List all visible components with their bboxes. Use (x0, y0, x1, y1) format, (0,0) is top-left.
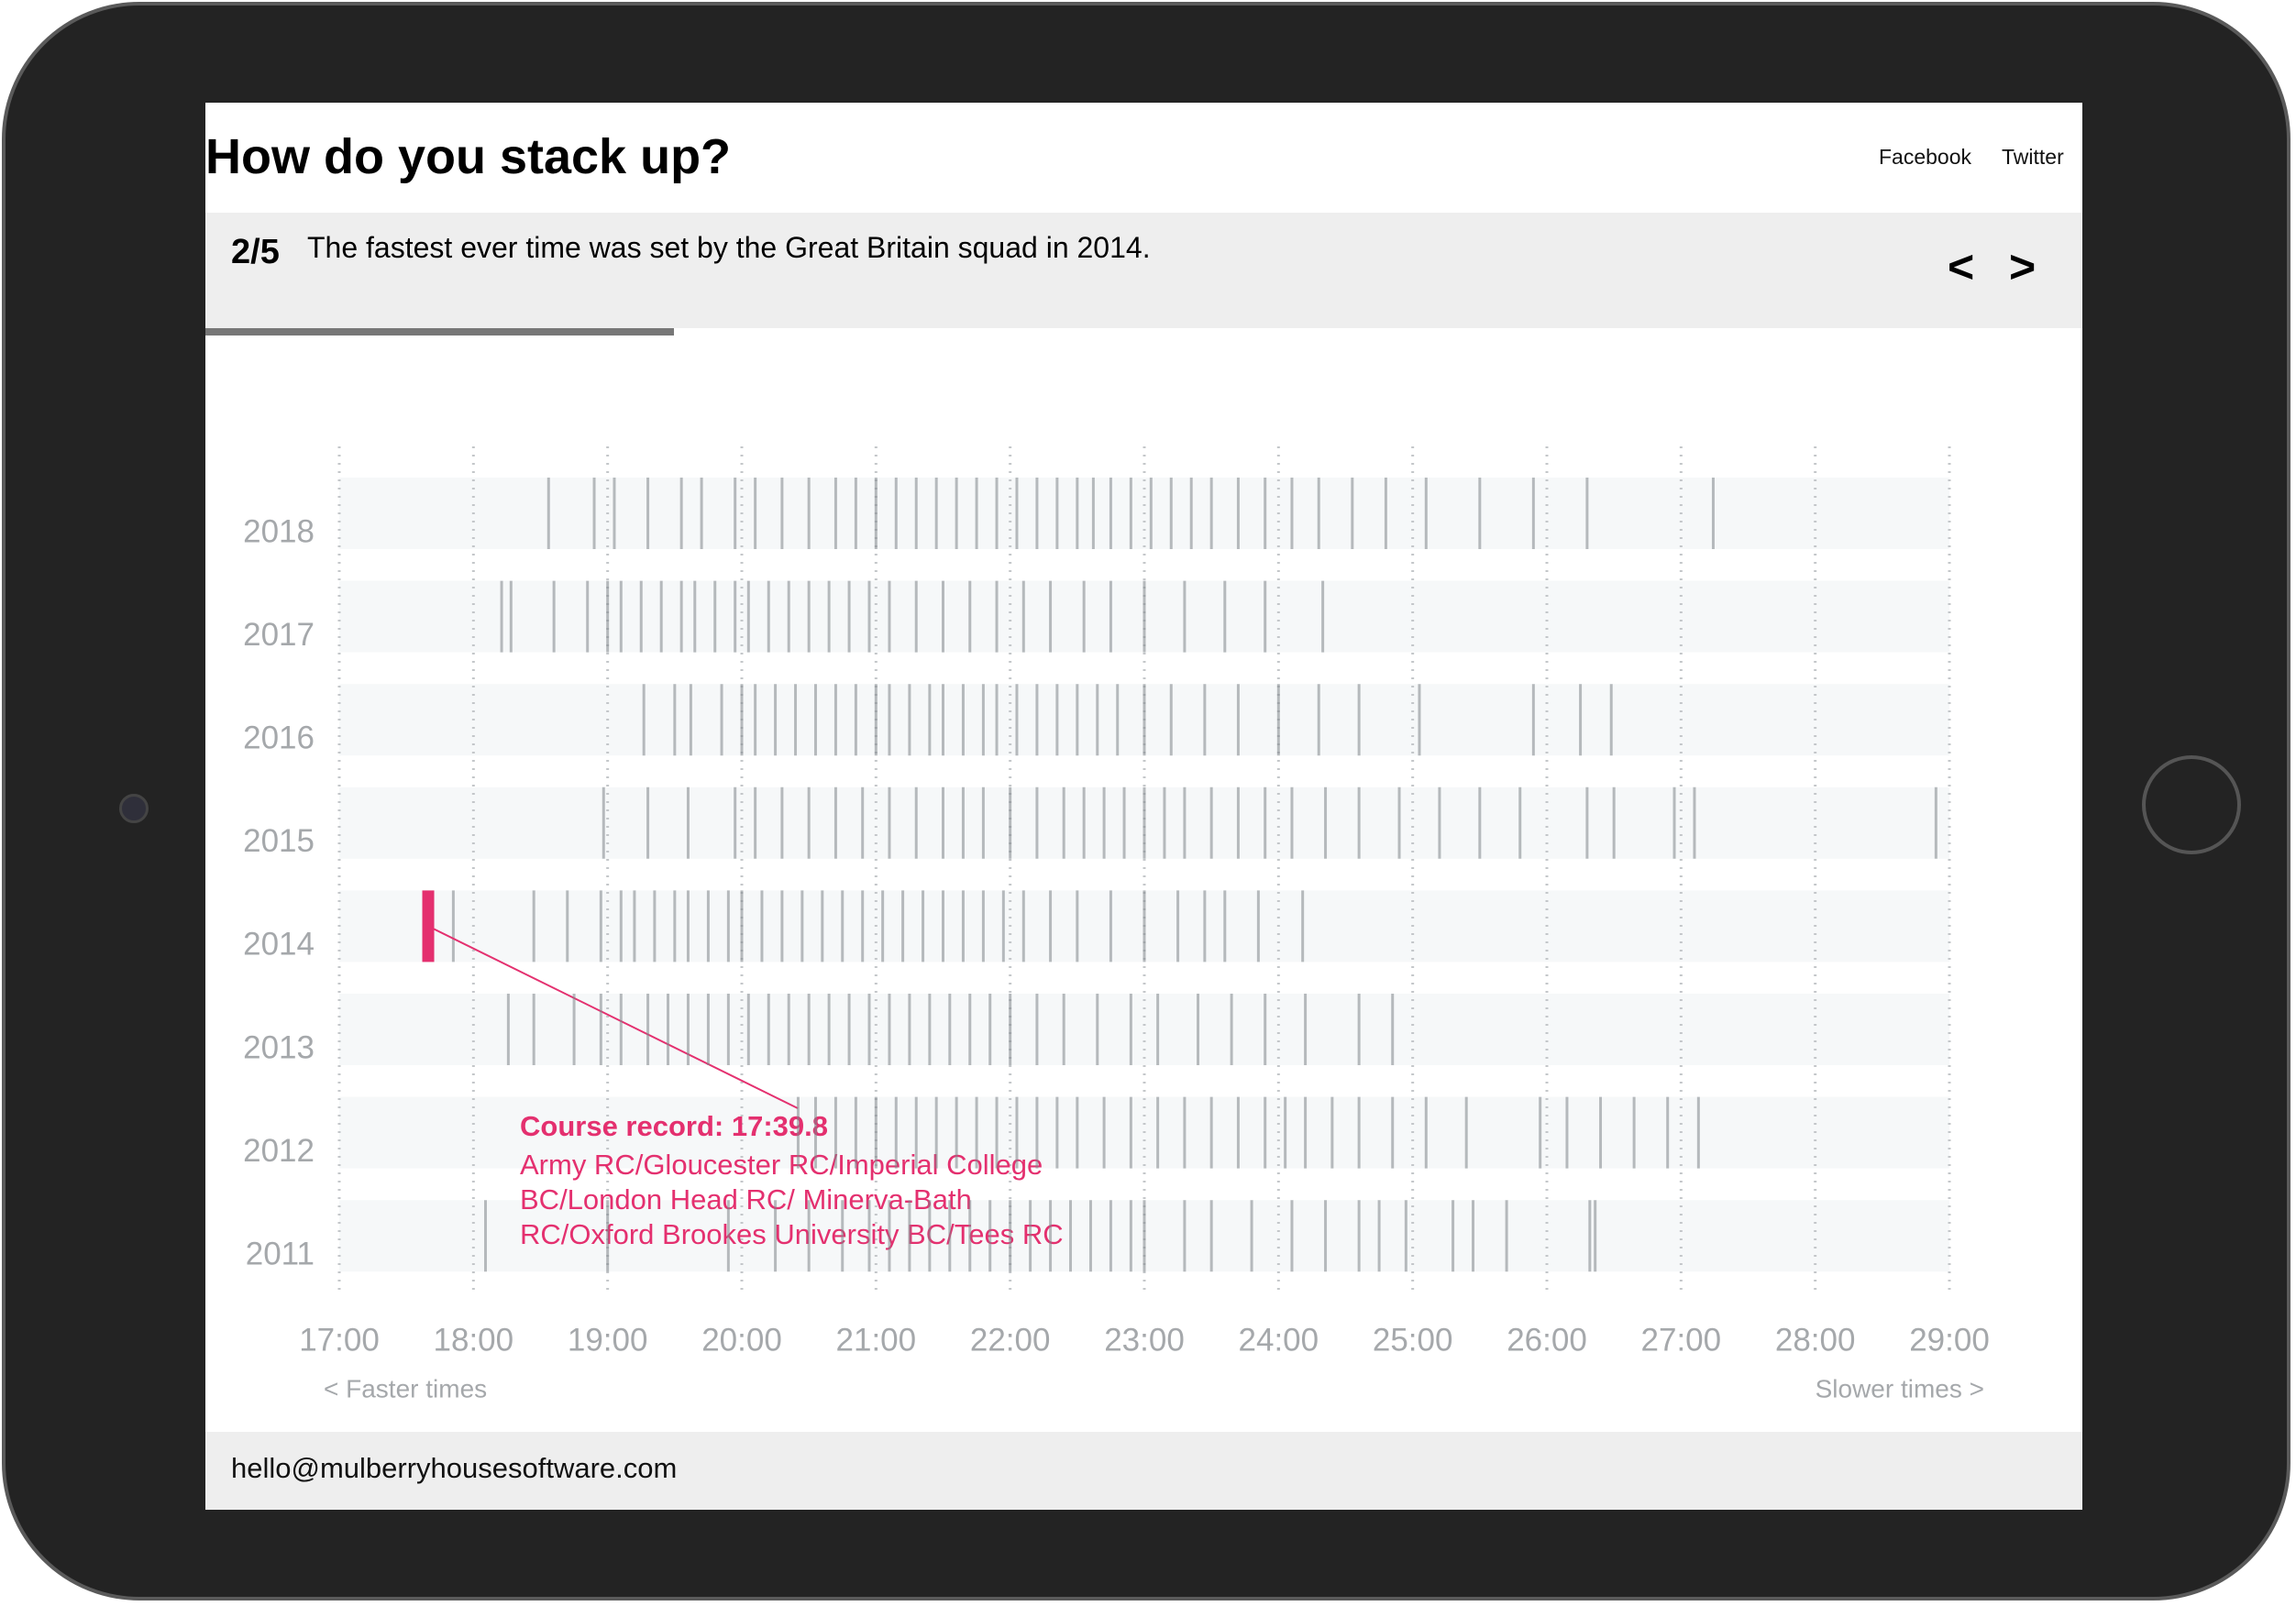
twitter-link[interactable]: Twitter (2002, 145, 2064, 169)
row-label: 2014 (243, 927, 315, 962)
x-tick-label: 28:00 (1775, 1322, 1856, 1358)
x-tick-label: 17:00 (299, 1322, 380, 1358)
x-note-right: Slower times > (1816, 1374, 1984, 1402)
email[interactable]: hello@mulberryhousesoftware.com (231, 1452, 678, 1484)
camera (119, 794, 149, 823)
row-label: 2013 (243, 1029, 315, 1065)
x-tick-label: 25:00 (1373, 1322, 1453, 1358)
x-tick-label: 23:00 (1104, 1322, 1185, 1358)
row-label: 2012 (243, 1133, 315, 1169)
row-label: 2015 (243, 823, 315, 859)
x-tick-label: 22:00 (970, 1322, 1051, 1358)
x-tick-label: 24:00 (1239, 1322, 1319, 1358)
x-tick-label: 26:00 (1507, 1322, 1587, 1358)
record-leader (427, 925, 799, 1109)
step-text: The fastest ever time was set by the Gre… (307, 231, 1151, 264)
footer: hello@mulberryhousesoftware.com (205, 1432, 2082, 1510)
record-crew: RC/Oxford Brookes University BC/Tees RC (520, 1218, 1064, 1250)
row-band (339, 994, 1949, 1065)
x-tick-label: 20:00 (701, 1322, 782, 1358)
record-dot (425, 922, 433, 930)
chart: 17:00 18:00 19:00 20:00 21:00 22:00 23:00 24:00… (243, 446, 1990, 1402)
x-tick-label: 29:00 (1909, 1322, 1990, 1358)
home-button[interactable] (2142, 755, 2241, 854)
x-tick-label: 19:00 (568, 1322, 648, 1358)
row-label: 2018 (243, 513, 315, 549)
page-title: How do you stack up? (205, 129, 732, 184)
row-label: 2016 (243, 720, 315, 755)
row-label: 2017 (243, 617, 315, 653)
row-label: 2011 (246, 1236, 315, 1271)
next-button[interactable]: > (2009, 241, 2037, 292)
progress-bar (205, 328, 674, 336)
screen: How do you stack up? Facebook Twitter 2/… (205, 103, 2082, 1510)
x-tick-label: 27:00 (1641, 1322, 1722, 1358)
x-note-left: < Faster times (324, 1374, 487, 1402)
record-crew: Army RC/Gloucester RC/Imperial College (520, 1149, 1043, 1181)
record-label: Course record: 17:39.8 (520, 1110, 828, 1142)
prev-button[interactable]: < (1948, 241, 1975, 292)
facebook-link[interactable]: Facebook (1879, 145, 1972, 169)
x-tick-label: 18:00 (434, 1322, 514, 1358)
x-tick-label: 21:00 (836, 1322, 917, 1358)
step-bar: 2/5 The fastest ever time was set by the… (205, 213, 2082, 328)
record-crew: BC/London Head RC/ Minerva-Bath (520, 1183, 972, 1216)
step-counter: 2/5 (231, 233, 280, 271)
